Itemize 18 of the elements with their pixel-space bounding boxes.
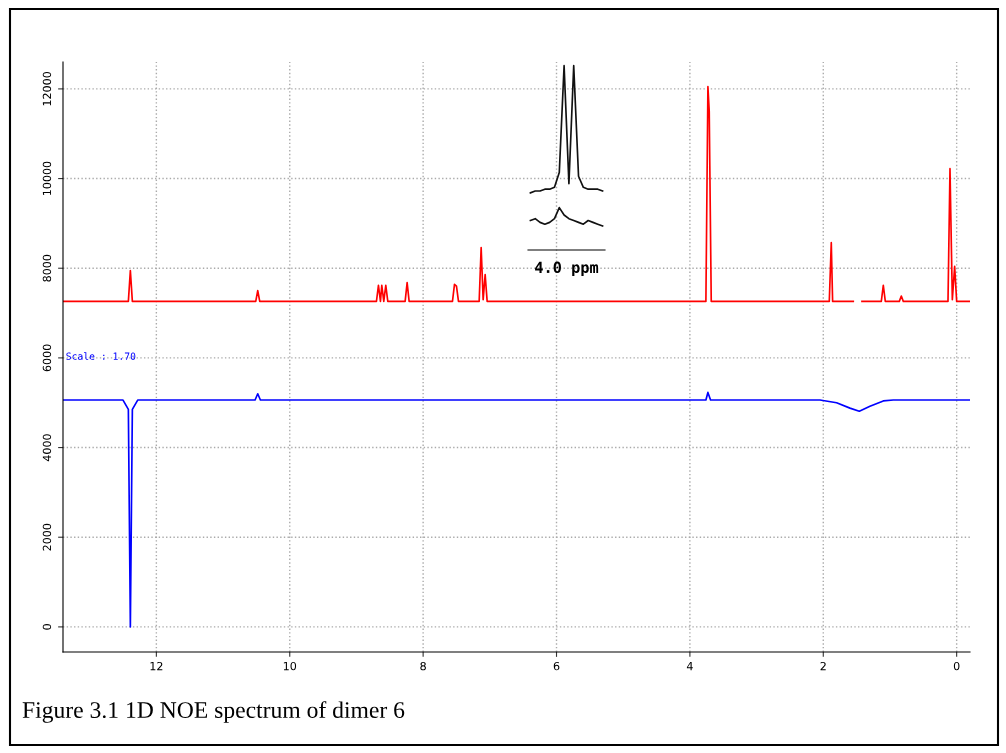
x-tick-label: 0 <box>953 661 960 671</box>
x-tick-label: 2 <box>820 661 826 671</box>
x-tick-label: 10 <box>283 661 297 671</box>
y-tick-label: 12000 <box>42 71 52 106</box>
x-tick-label: 4 <box>686 662 693 671</box>
caption: Figure 3.1 1D NOE spectrum of dimer 6 <box>22 701 405 723</box>
y-tick-label: 2000 <box>42 523 52 551</box>
x-tick-label: 6 <box>553 661 560 671</box>
y-tick-label: 4000 <box>42 434 52 462</box>
y-tick-label: 0 <box>42 624 52 630</box>
x-tick-label: 12 <box>150 661 163 671</box>
y-tick-label: 8000 <box>42 254 52 282</box>
annotation: Scale : 1.70 <box>66 352 136 360</box>
x-tick-label: 8 <box>420 661 426 671</box>
y-tick-label: 10000 <box>42 161 52 196</box>
annotation: 4.0 ppm <box>535 261 599 277</box>
line-series <box>63 391 970 628</box>
y-tick-label: 6000 <box>42 344 52 372</box>
